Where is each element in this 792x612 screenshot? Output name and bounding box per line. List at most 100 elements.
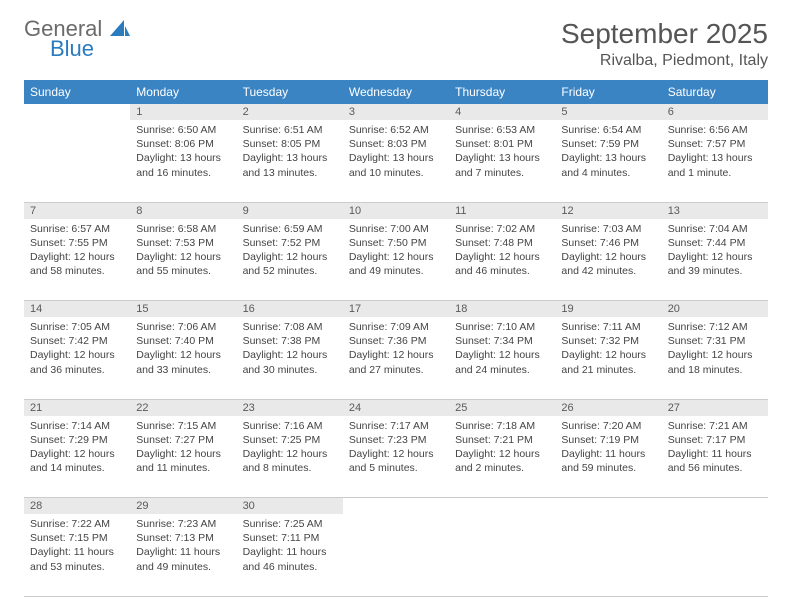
calendar-table: SundayMondayTuesdayWednesdayThursdayFrid… [24,80,768,597]
day-cell: Sunrise: 7:25 AMSunset: 7:11 PMDaylight:… [237,514,343,596]
day-cell-body: Sunrise: 7:00 AMSunset: 7:50 PMDaylight:… [343,219,449,285]
day-cell: Sunrise: 7:20 AMSunset: 7:19 PMDaylight:… [555,416,661,498]
day-number: 16 [237,301,343,318]
day-cell-body: Sunrise: 6:57 AMSunset: 7:55 PMDaylight:… [24,219,130,285]
day-cell-body: Sunrise: 6:50 AMSunset: 8:06 PMDaylight:… [130,120,236,186]
day-number: 13 [662,202,768,219]
calendar-header-row: SundayMondayTuesdayWednesdayThursdayFrid… [24,80,768,104]
day-cell: Sunrise: 7:03 AMSunset: 7:46 PMDaylight:… [555,219,661,301]
day-cell: Sunrise: 6:50 AMSunset: 8:06 PMDaylight:… [130,120,236,202]
day-cell: Sunrise: 7:09 AMSunset: 7:36 PMDaylight:… [343,317,449,399]
day-number: 7 [24,202,130,219]
day-number-row: 21222324252627 [24,399,768,416]
day-number [24,104,130,120]
day-cell-body: Sunrise: 6:52 AMSunset: 8:03 PMDaylight:… [343,120,449,186]
day-cell: Sunrise: 7:04 AMSunset: 7:44 PMDaylight:… [662,219,768,301]
day-cell-body: Sunrise: 6:58 AMSunset: 7:53 PMDaylight:… [130,219,236,285]
day-number: 14 [24,301,130,318]
header: General Blue September 2025 Rivalba, Pie… [24,18,768,70]
day-cell: Sunrise: 7:08 AMSunset: 7:38 PMDaylight:… [237,317,343,399]
day-number: 12 [555,202,661,219]
day-number: 10 [343,202,449,219]
day-cell: Sunrise: 6:53 AMSunset: 8:01 PMDaylight:… [449,120,555,202]
day-number: 3 [343,104,449,120]
day-cell-body: Sunrise: 7:22 AMSunset: 7:15 PMDaylight:… [24,514,130,580]
day-cell: Sunrise: 6:57 AMSunset: 7:55 PMDaylight:… [24,219,130,301]
day-number: 30 [237,498,343,515]
day-number [662,498,768,515]
weekday-header: Monday [130,80,236,104]
day-cell: Sunrise: 6:59 AMSunset: 7:52 PMDaylight:… [237,219,343,301]
logo-text: General Blue [24,18,130,60]
day-cell: Sunrise: 7:18 AMSunset: 7:21 PMDaylight:… [449,416,555,498]
day-number-row: 282930 [24,498,768,515]
day-number [449,498,555,515]
day-number: 28 [24,498,130,515]
day-content-row: Sunrise: 7:05 AMSunset: 7:42 PMDaylight:… [24,317,768,399]
day-cell: Sunrise: 6:51 AMSunset: 8:05 PMDaylight:… [237,120,343,202]
day-cell [662,514,768,596]
day-cell-body: Sunrise: 7:16 AMSunset: 7:25 PMDaylight:… [237,416,343,482]
day-cell: Sunrise: 7:21 AMSunset: 7:17 PMDaylight:… [662,416,768,498]
day-cell-body: Sunrise: 7:06 AMSunset: 7:40 PMDaylight:… [130,317,236,383]
day-number: 8 [130,202,236,219]
day-cell-body: Sunrise: 7:18 AMSunset: 7:21 PMDaylight:… [449,416,555,482]
logo-sail-icon [110,20,130,36]
day-cell: Sunrise: 7:06 AMSunset: 7:40 PMDaylight:… [130,317,236,399]
day-cell: Sunrise: 7:10 AMSunset: 7:34 PMDaylight:… [449,317,555,399]
day-cell-body: Sunrise: 7:21 AMSunset: 7:17 PMDaylight:… [662,416,768,482]
day-cell-body: Sunrise: 7:14 AMSunset: 7:29 PMDaylight:… [24,416,130,482]
day-cell-body: Sunrise: 6:53 AMSunset: 8:01 PMDaylight:… [449,120,555,186]
logo: General Blue [24,18,130,60]
day-cell-body: Sunrise: 7:04 AMSunset: 7:44 PMDaylight:… [662,219,768,285]
day-cell-body: Sunrise: 7:23 AMSunset: 7:13 PMDaylight:… [130,514,236,580]
day-content-row: Sunrise: 7:22 AMSunset: 7:15 PMDaylight:… [24,514,768,596]
logo-word-2: Blue [50,38,130,60]
day-cell [555,514,661,596]
day-number: 2 [237,104,343,120]
day-number: 5 [555,104,661,120]
day-number: 11 [449,202,555,219]
day-number: 27 [662,399,768,416]
day-number: 23 [237,399,343,416]
day-cell-body: Sunrise: 7:17 AMSunset: 7:23 PMDaylight:… [343,416,449,482]
weekday-header: Sunday [24,80,130,104]
day-number: 1 [130,104,236,120]
day-cell: Sunrise: 7:12 AMSunset: 7:31 PMDaylight:… [662,317,768,399]
weekday-header: Friday [555,80,661,104]
day-cell: Sunrise: 6:56 AMSunset: 7:57 PMDaylight:… [662,120,768,202]
day-cell-body: Sunrise: 7:12 AMSunset: 7:31 PMDaylight:… [662,317,768,383]
day-content-row: Sunrise: 7:14 AMSunset: 7:29 PMDaylight:… [24,416,768,498]
day-cell: Sunrise: 6:52 AMSunset: 8:03 PMDaylight:… [343,120,449,202]
day-number: 17 [343,301,449,318]
day-number: 4 [449,104,555,120]
day-number: 20 [662,301,768,318]
day-content-row: Sunrise: 6:50 AMSunset: 8:06 PMDaylight:… [24,120,768,202]
day-cell [24,120,130,202]
day-number-row: 14151617181920 [24,301,768,318]
day-cell-body: Sunrise: 7:10 AMSunset: 7:34 PMDaylight:… [449,317,555,383]
day-cell-body: Sunrise: 6:59 AMSunset: 7:52 PMDaylight:… [237,219,343,285]
day-cell-body: Sunrise: 7:20 AMSunset: 7:19 PMDaylight:… [555,416,661,482]
day-cell: Sunrise: 6:58 AMSunset: 7:53 PMDaylight:… [130,219,236,301]
day-cell-body: Sunrise: 7:02 AMSunset: 7:48 PMDaylight:… [449,219,555,285]
day-number: 15 [130,301,236,318]
day-number: 18 [449,301,555,318]
day-number: 29 [130,498,236,515]
month-title: September 2025 [561,18,768,50]
weekday-header: Tuesday [237,80,343,104]
day-cell [343,514,449,596]
day-cell-body: Sunrise: 6:56 AMSunset: 7:57 PMDaylight:… [662,120,768,186]
title-block: September 2025 Rivalba, Piedmont, Italy [561,18,768,70]
day-cell: Sunrise: 7:15 AMSunset: 7:27 PMDaylight:… [130,416,236,498]
day-number [343,498,449,515]
weekday-header: Saturday [662,80,768,104]
day-cell: Sunrise: 7:16 AMSunset: 7:25 PMDaylight:… [237,416,343,498]
day-cell: Sunrise: 7:02 AMSunset: 7:48 PMDaylight:… [449,219,555,301]
day-cell [449,514,555,596]
day-cell: Sunrise: 7:17 AMSunset: 7:23 PMDaylight:… [343,416,449,498]
day-cell: Sunrise: 7:05 AMSunset: 7:42 PMDaylight:… [24,317,130,399]
day-number: 22 [130,399,236,416]
location: Rivalba, Piedmont, Italy [561,52,768,70]
day-cell-body: Sunrise: 7:25 AMSunset: 7:11 PMDaylight:… [237,514,343,580]
